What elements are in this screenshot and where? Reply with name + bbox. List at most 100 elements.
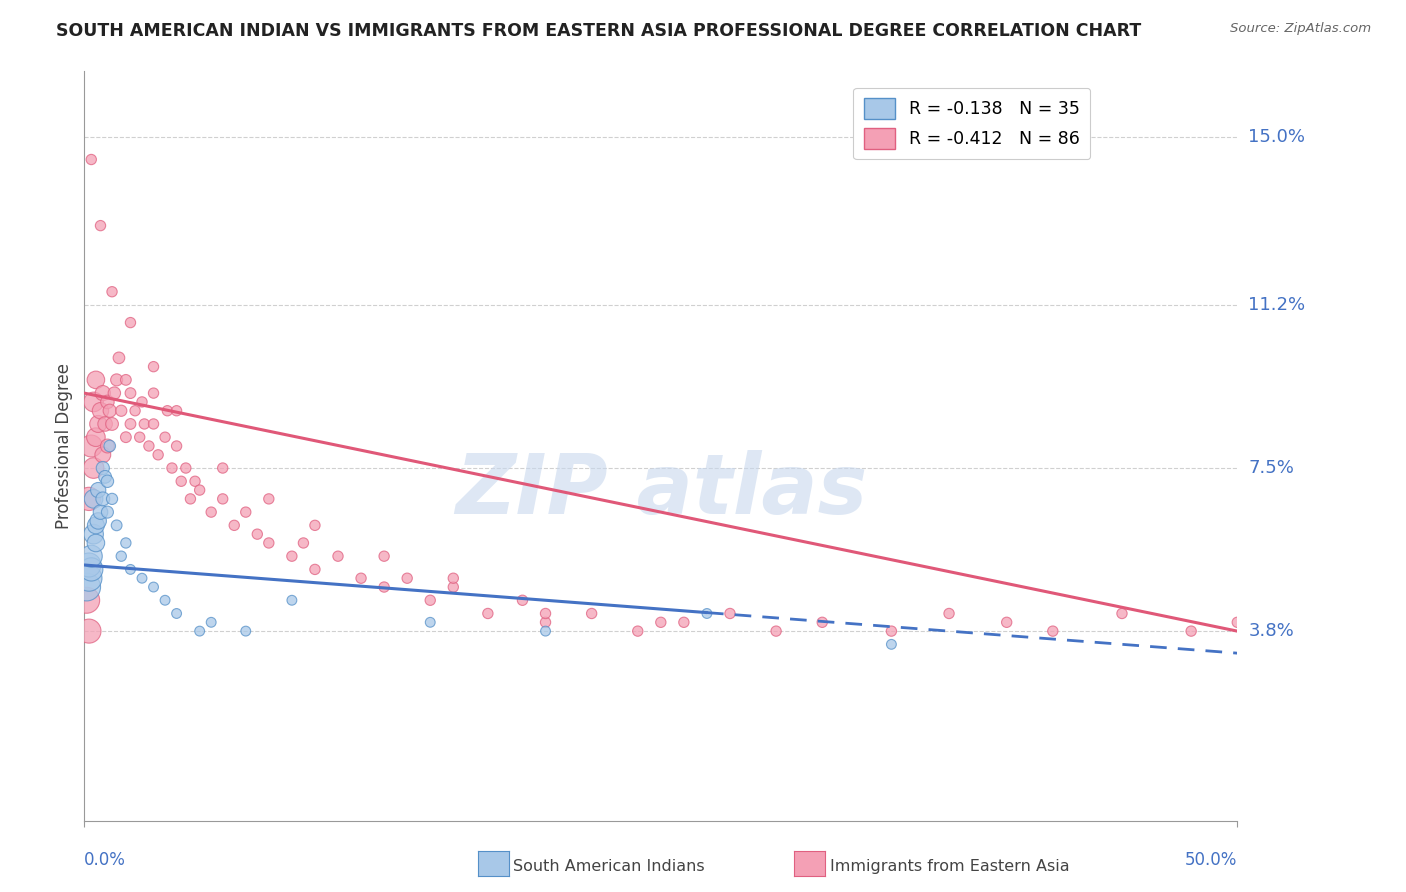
Point <box>77 558 100 572</box>
Point <box>131 571 153 585</box>
Point <box>880 637 903 651</box>
Point <box>83 461 105 475</box>
Point <box>83 527 105 541</box>
Point <box>224 518 246 533</box>
Point <box>326 549 349 564</box>
Point <box>110 403 132 417</box>
Point <box>396 571 419 585</box>
Point <box>811 615 834 630</box>
Point <box>174 461 197 475</box>
Point <box>188 483 211 497</box>
Point <box>672 615 695 630</box>
Text: 11.2%: 11.2% <box>1249 296 1306 314</box>
Point <box>87 514 110 528</box>
Point <box>101 417 124 431</box>
Text: Immigrants from Eastern Asia: Immigrants from Eastern Asia <box>830 859 1069 873</box>
Point <box>89 403 111 417</box>
Point <box>84 373 107 387</box>
Point <box>84 518 107 533</box>
Point <box>257 536 280 550</box>
Point <box>142 580 165 594</box>
Point <box>80 153 103 167</box>
Text: Source: ZipAtlas.com: Source: ZipAtlas.com <box>1230 22 1371 36</box>
Point <box>650 615 672 630</box>
Point <box>512 593 534 607</box>
Point <box>105 373 128 387</box>
Point <box>880 624 903 639</box>
Point <box>128 430 150 444</box>
Point <box>131 395 153 409</box>
Point <box>77 571 100 585</box>
Point <box>718 607 741 621</box>
Y-axis label: Professional Degree: Professional Degree <box>55 363 73 529</box>
Point <box>373 580 395 594</box>
Point <box>441 580 464 594</box>
Point <box>200 615 222 630</box>
Point <box>76 580 98 594</box>
Point <box>1180 624 1202 639</box>
Point <box>124 403 146 417</box>
Point <box>101 491 124 506</box>
Point <box>419 615 441 630</box>
Point <box>98 439 121 453</box>
Point <box>477 607 499 621</box>
Point <box>292 536 315 550</box>
Point <box>96 395 118 409</box>
Point <box>80 562 103 576</box>
Point <box>534 624 557 639</box>
Text: SOUTH AMERICAN INDIAN VS IMMIGRANTS FROM EASTERN ASIA PROFESSIONAL DEGREE CORREL: SOUTH AMERICAN INDIAN VS IMMIGRANTS FROM… <box>56 22 1142 40</box>
Point <box>120 417 142 431</box>
Point <box>98 403 121 417</box>
Text: South American Indians: South American Indians <box>513 859 704 873</box>
Point <box>89 219 111 233</box>
Legend: R = -0.138   N = 35, R = -0.412   N = 86: R = -0.138 N = 35, R = -0.412 N = 86 <box>853 87 1090 160</box>
Point <box>94 470 117 484</box>
Point <box>96 475 118 489</box>
Point <box>153 593 176 607</box>
Point <box>115 536 138 550</box>
Point <box>91 461 114 475</box>
Point <box>115 373 138 387</box>
Text: 7.5%: 7.5% <box>1249 459 1295 477</box>
Point <box>188 624 211 639</box>
Point <box>1042 624 1064 639</box>
Point <box>373 549 395 564</box>
Point <box>101 285 124 299</box>
Point <box>235 624 257 639</box>
Point <box>1226 615 1249 630</box>
Point <box>765 624 787 639</box>
Point <box>146 448 169 462</box>
Point <box>696 607 718 621</box>
Point <box>179 491 201 506</box>
Point <box>84 430 107 444</box>
Point <box>184 475 207 489</box>
Point <box>91 386 114 401</box>
Point <box>77 624 100 639</box>
Point <box>142 359 165 374</box>
Point <box>166 403 188 417</box>
Point <box>166 607 188 621</box>
Point <box>89 505 111 519</box>
Point <box>94 417 117 431</box>
Text: 0.0%: 0.0% <box>84 851 127 869</box>
Point <box>938 607 960 621</box>
Point <box>1111 607 1133 621</box>
Point <box>84 536 107 550</box>
Point <box>87 417 110 431</box>
Point <box>96 505 118 519</box>
Text: 3.8%: 3.8% <box>1249 622 1294 640</box>
Text: ZIP atlas: ZIP atlas <box>454 450 868 532</box>
Point <box>211 491 233 506</box>
Point <box>96 439 118 453</box>
Point <box>419 593 441 607</box>
Point <box>80 549 103 564</box>
Point <box>153 430 176 444</box>
Point <box>91 491 114 506</box>
Point <box>138 439 160 453</box>
Point <box>142 417 165 431</box>
Point <box>110 549 132 564</box>
Point <box>581 607 603 621</box>
Point <box>257 491 280 506</box>
Point <box>103 386 125 401</box>
Point <box>350 571 373 585</box>
